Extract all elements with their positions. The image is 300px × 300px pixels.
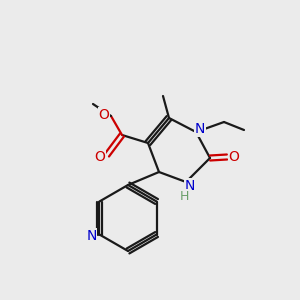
Text: N: N [195, 122, 205, 136]
Text: O: O [94, 150, 105, 164]
Text: N: N [86, 229, 97, 242]
Text: H: H [179, 190, 189, 202]
Text: N: N [185, 179, 195, 193]
Text: O: O [99, 108, 110, 122]
Text: O: O [229, 150, 239, 164]
